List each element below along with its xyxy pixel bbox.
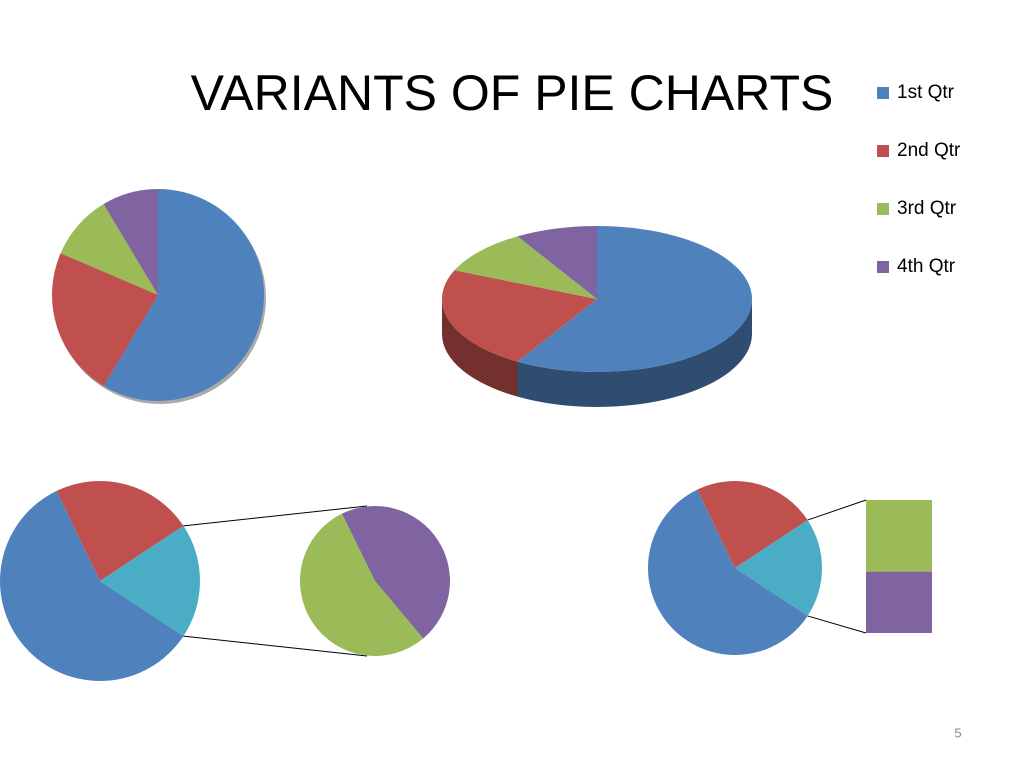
pie-slice	[454, 236, 597, 299]
connector	[183, 635, 368, 657]
pie-slice-other	[735, 520, 822, 616]
legend-swatch	[877, 203, 889, 215]
bar-segment	[866, 500, 932, 572]
slide-title: VARIANTS OF PIE CHARTS	[191, 65, 834, 121]
connector	[183, 505, 368, 527]
legend-swatch	[877, 261, 889, 273]
pie-slice	[442, 270, 597, 362]
secondary-slice	[341, 506, 450, 639]
legend-swatch	[877, 145, 889, 157]
pie-side	[442, 299, 518, 397]
pie-slice	[52, 253, 158, 386]
pie-slice	[60, 204, 158, 295]
pie-slice	[103, 189, 158, 295]
legend-label: 2nd Qtr	[897, 140, 961, 161]
pie-side	[517, 299, 752, 407]
legend-swatch	[877, 87, 889, 99]
bar-segment	[866, 571, 932, 633]
pie-slice	[517, 225, 752, 372]
pie-slice	[697, 481, 808, 568]
pie-slice	[103, 189, 264, 401]
pie-slice	[0, 490, 184, 681]
secondary-slice	[299, 513, 424, 657]
connector	[807, 615, 867, 634]
slide-number: 5	[954, 725, 961, 740]
pie-slice	[56, 481, 184, 581]
pie-slice	[648, 489, 808, 656]
pie-slice	[517, 226, 597, 299]
connector	[807, 499, 867, 521]
pie-slice-other	[100, 525, 200, 637]
legend-label: 3rd Qtr	[897, 198, 957, 219]
legend-label: 1st Qtr	[897, 82, 955, 103]
legend-label: 4th Qtr	[897, 256, 956, 277]
